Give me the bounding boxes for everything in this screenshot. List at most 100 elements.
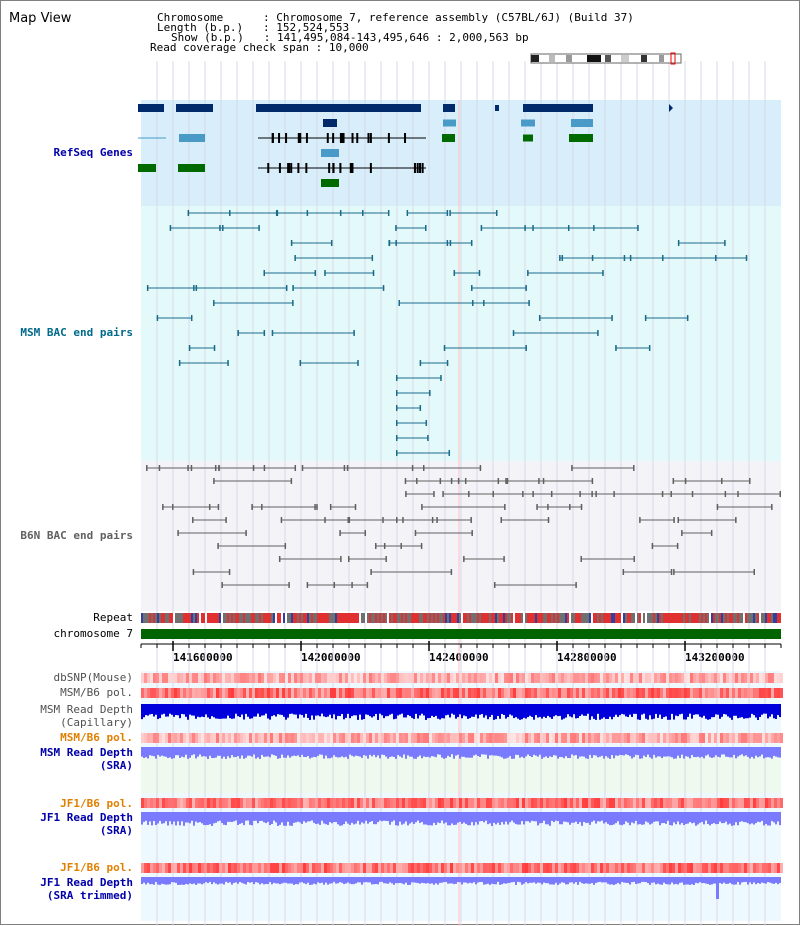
heat-cell [453, 688, 456, 698]
heat-cell [747, 688, 750, 698]
depth-bar [325, 704, 327, 718]
dbsnp-label[interactable]: dbSNP(Mouse) [53, 671, 133, 684]
depth-bar [183, 812, 185, 826]
bac-end [591, 491, 593, 497]
heat-cell [465, 863, 468, 873]
depth-bar [447, 747, 449, 756]
depth-bar [243, 877, 245, 884]
depth-bar [605, 747, 607, 757]
depth-bar [577, 877, 579, 885]
bac-end [222, 225, 224, 231]
depth-bar [389, 747, 391, 758]
depth-bar [429, 877, 431, 884]
bac-end [385, 556, 387, 562]
heat-cell [585, 863, 588, 873]
depth-bar [169, 747, 171, 758]
repeat-cell [383, 613, 385, 623]
jf1-b6-pol-2-label[interactable]: JF1/B6 pol. [60, 861, 133, 874]
depth-bar [201, 877, 203, 885]
jf1-read-depth-trimmed-label-1[interactable]: JF1 Read Depth [40, 876, 133, 889]
repeat-cell [447, 613, 449, 623]
b6n-bac-label[interactable]: B6N BAC end pairs [20, 529, 133, 542]
depth-bar [223, 704, 225, 719]
depth-bar [739, 704, 741, 718]
msm-b6-pol-2-label[interactable]: MSM/B6 pol. [60, 731, 133, 744]
depth-bar [367, 704, 369, 715]
heat-cell [672, 673, 675, 683]
heat-cell [630, 733, 633, 743]
heat-cell [600, 688, 603, 698]
heat-cell [441, 798, 444, 808]
msm-b6-pol-label[interactable]: MSM/B6 pol. [60, 686, 133, 699]
bac-end [651, 543, 654, 549]
repeat-cell [599, 613, 601, 623]
chromosome-bar [141, 629, 781, 639]
heat-cell [474, 688, 477, 698]
depth-bar [293, 704, 295, 715]
heat-cell [567, 733, 570, 743]
depth-bar [615, 877, 617, 885]
heat-cell [390, 863, 393, 873]
depth-bar [597, 877, 599, 883]
heat-cell [315, 733, 318, 743]
depth-bar [281, 812, 283, 823]
depth-bar [307, 704, 309, 718]
depth-bar [663, 877, 665, 883]
repeat-cell [329, 613, 331, 623]
depth-bar [347, 812, 349, 824]
depth-bar [205, 877, 207, 883]
depth-bar [437, 747, 439, 755]
repeat-cell [211, 613, 213, 623]
depth-bar [311, 704, 313, 716]
depth-bar [569, 747, 571, 758]
depth-bar [257, 812, 259, 824]
depth-bar [335, 812, 337, 822]
msm-read-depth-capillary-label-1[interactable]: MSM Read Depth [40, 703, 133, 716]
depth-bar [643, 747, 645, 756]
depth-bar [513, 704, 515, 719]
msm-bac-label[interactable]: MSM BAC end pairs [20, 326, 133, 339]
heat-cell [159, 673, 162, 683]
depth-bar [561, 704, 563, 720]
depth-bar [657, 812, 659, 822]
depth-bar [619, 877, 621, 885]
heat-cell [555, 798, 558, 808]
depth-bar [769, 704, 771, 717]
repeat-cell [233, 613, 235, 623]
jf1-b6-pol-label[interactable]: JF1/B6 pol. [60, 797, 133, 810]
refseq-genes-label[interactable]: RefSeq Genes [53, 146, 133, 159]
depth-bar [221, 877, 223, 884]
heat-cell [264, 863, 267, 873]
msm-read-depth-sra-label-1[interactable]: MSM Read Depth [40, 746, 133, 759]
depth-bar [613, 704, 615, 717]
depth-bar [693, 877, 695, 885]
depth-bar [365, 877, 367, 883]
bac-end [213, 478, 215, 484]
gene-body [571, 119, 593, 127]
depth-bar [637, 704, 639, 720]
repeat-cell [183, 613, 185, 623]
depth-bar [387, 704, 389, 717]
heat-cell [348, 688, 351, 698]
bac-end [446, 210, 449, 216]
depth-bar [771, 812, 773, 822]
heat-cell [456, 733, 459, 743]
depth-bar [535, 877, 537, 884]
depth-bar [735, 747, 737, 759]
depth-bar [203, 747, 205, 757]
heat-cell [147, 733, 150, 743]
heat-cell [195, 673, 198, 683]
heat-cell [681, 688, 684, 698]
depth-bar [351, 812, 353, 823]
heat-cell [774, 673, 777, 683]
depth-bar [593, 812, 595, 821]
jf1-read-depth-sra-label-1[interactable]: JF1 Read Depth [40, 811, 133, 824]
depth-bar [425, 877, 427, 884]
heat-cell [240, 798, 243, 808]
depth-bar [481, 812, 483, 821]
heat-cell [396, 673, 399, 683]
heat-cell [630, 798, 633, 808]
depth-bar [197, 812, 199, 823]
heat-cell [435, 673, 438, 683]
